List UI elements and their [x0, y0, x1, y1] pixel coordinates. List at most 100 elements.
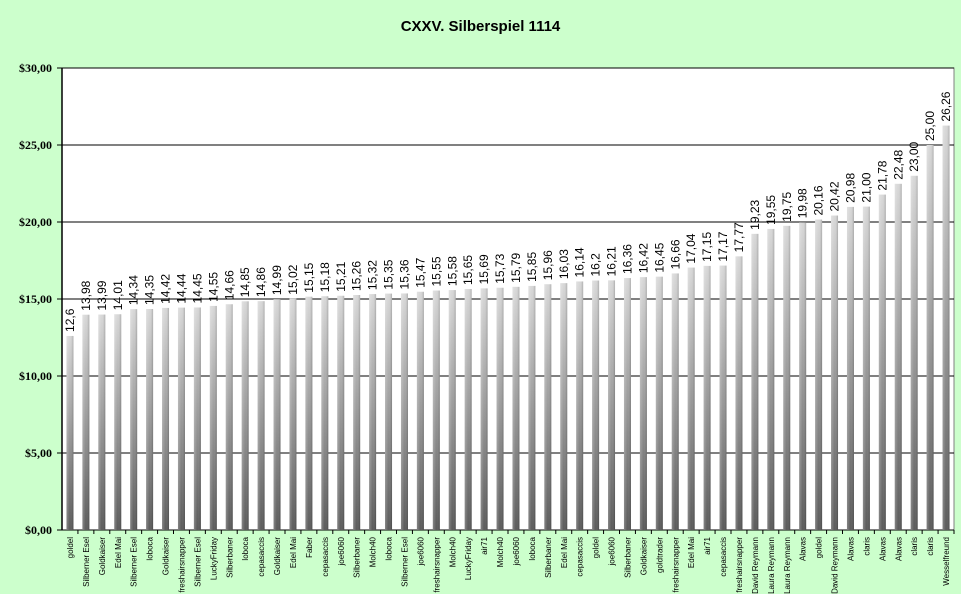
- data-label: 16,03: [557, 249, 571, 279]
- data-label: 14,86: [254, 267, 268, 297]
- bar-shade: [719, 265, 727, 530]
- bar-shade: [735, 256, 743, 530]
- x-tick-label: Goldkaiser: [98, 537, 107, 576]
- x-tick-label: Silberner Esel: [82, 537, 91, 587]
- x-tick-label: Silberner Esel: [193, 537, 202, 587]
- x-tick-label: Molch40: [448, 536, 457, 567]
- bar-shade: [528, 285, 536, 530]
- bar-shade: [639, 277, 647, 530]
- data-label: 14,45: [190, 273, 204, 303]
- bar-shade: [193, 307, 201, 530]
- x-tick-label: freshairsnapper: [432, 537, 441, 593]
- x-tick-label: loboca: [241, 536, 250, 560]
- bar-shade: [416, 291, 424, 530]
- x-tick-label: joe6060: [512, 536, 521, 566]
- bar-shade: [655, 276, 663, 530]
- bar-shade: [177, 307, 185, 530]
- bar-shade: [703, 265, 711, 530]
- x-tick-label: goldel: [592, 537, 601, 559]
- x-tick-label: Silberbaner: [353, 537, 362, 578]
- x-tick-label: Alavas: [878, 537, 887, 561]
- y-tick-label: $0,00: [25, 523, 52, 537]
- x-tick-label: Edel Mai: [687, 537, 696, 568]
- x-tick-label: joe6060: [608, 536, 617, 566]
- data-label: 19,55: [764, 195, 778, 225]
- data-label: 16,66: [668, 239, 682, 269]
- data-label: 21,00: [859, 172, 873, 202]
- x-tick-label: LuckyFriday: [464, 537, 473, 580]
- x-tick-label: freshairsnapper: [735, 537, 744, 593]
- bar-shade: [544, 284, 552, 530]
- x-tick-label: goldel: [815, 537, 824, 559]
- x-tick-label: claris: [926, 537, 935, 556]
- data-label: 15,32: [366, 260, 380, 290]
- bar-shade: [225, 304, 233, 530]
- bar-shade: [926, 145, 934, 530]
- bar-shade: [783, 225, 791, 530]
- x-tick-label: Goldkaiser: [273, 537, 282, 576]
- x-tick-label: cepasaccis: [257, 537, 266, 577]
- x-tick-label: Silberner Esel: [130, 537, 139, 587]
- bar-shade: [66, 335, 74, 530]
- data-label: 20,42: [828, 181, 842, 211]
- x-tick-label: cepasaccis: [321, 537, 330, 577]
- bar-shade: [432, 290, 440, 530]
- data-label: 15,36: [397, 259, 411, 289]
- data-label: 19,75: [780, 191, 794, 221]
- bar-shade: [623, 278, 631, 530]
- bar-shade: [815, 219, 823, 530]
- data-label: 17,15: [700, 232, 714, 262]
- x-tick-label: goldel: [66, 537, 75, 559]
- data-label: 15,65: [461, 255, 475, 285]
- x-tick-label: cepasaccis: [576, 537, 585, 577]
- data-label: 15,79: [509, 252, 523, 282]
- x-tick-label: freshairsnapper: [671, 537, 680, 593]
- bar-shade: [687, 267, 695, 530]
- data-label: 16,36: [620, 244, 634, 274]
- bar-shade: [480, 288, 488, 530]
- data-label: 14,35: [143, 275, 157, 305]
- bar-shade: [337, 295, 345, 530]
- bar-shade: [464, 288, 472, 530]
- x-tick-label: Edel Mai: [289, 537, 298, 568]
- x-tick-label: joe6060: [337, 536, 346, 566]
- x-tick-label: Silberbaner: [544, 537, 553, 578]
- data-label: 22,48: [891, 149, 905, 179]
- x-tick-label: air71: [480, 536, 489, 554]
- data-label: 13,99: [95, 280, 109, 310]
- data-label: 17,77: [732, 222, 746, 252]
- bar-shade: [209, 305, 217, 530]
- data-label: 14,01: [111, 280, 125, 310]
- data-label: 15,69: [477, 254, 491, 284]
- data-label: 15,15: [302, 262, 316, 292]
- data-label: 14,99: [270, 265, 284, 295]
- bar-shade: [448, 290, 456, 530]
- data-label: 13,98: [79, 280, 93, 310]
- x-tick-label: Silberbaner: [623, 537, 632, 578]
- data-label: 19,98: [796, 188, 810, 218]
- data-label: 15,35: [382, 259, 396, 289]
- bar-shade: [831, 215, 839, 531]
- bar-shade: [942, 125, 950, 530]
- data-label: 14,85: [238, 267, 252, 297]
- x-tick-label: claris: [862, 537, 871, 556]
- y-tick-label: $15,00: [19, 292, 52, 306]
- bar-shade: [273, 299, 281, 530]
- bar-shade: [608, 280, 616, 530]
- x-tick-label: Alavas: [894, 537, 903, 561]
- data-label: 17,04: [684, 233, 698, 263]
- x-tick-label: Goldkaiser: [639, 537, 648, 576]
- data-label: 20,98: [843, 173, 857, 203]
- data-label: 12,6: [63, 308, 77, 332]
- x-tick-label: Wesselfreund: [942, 537, 951, 586]
- data-label: 19,23: [748, 200, 762, 230]
- bar-shade: [560, 283, 568, 530]
- bar-shade: [592, 280, 600, 530]
- x-tick-label: Silberbaner: [225, 537, 234, 578]
- data-label: 16,21: [605, 246, 619, 276]
- x-tick-label: Edel Mai: [560, 537, 569, 568]
- data-label: 15,85: [525, 252, 539, 282]
- data-label: 26,26: [939, 91, 953, 121]
- bar-shade: [114, 314, 122, 530]
